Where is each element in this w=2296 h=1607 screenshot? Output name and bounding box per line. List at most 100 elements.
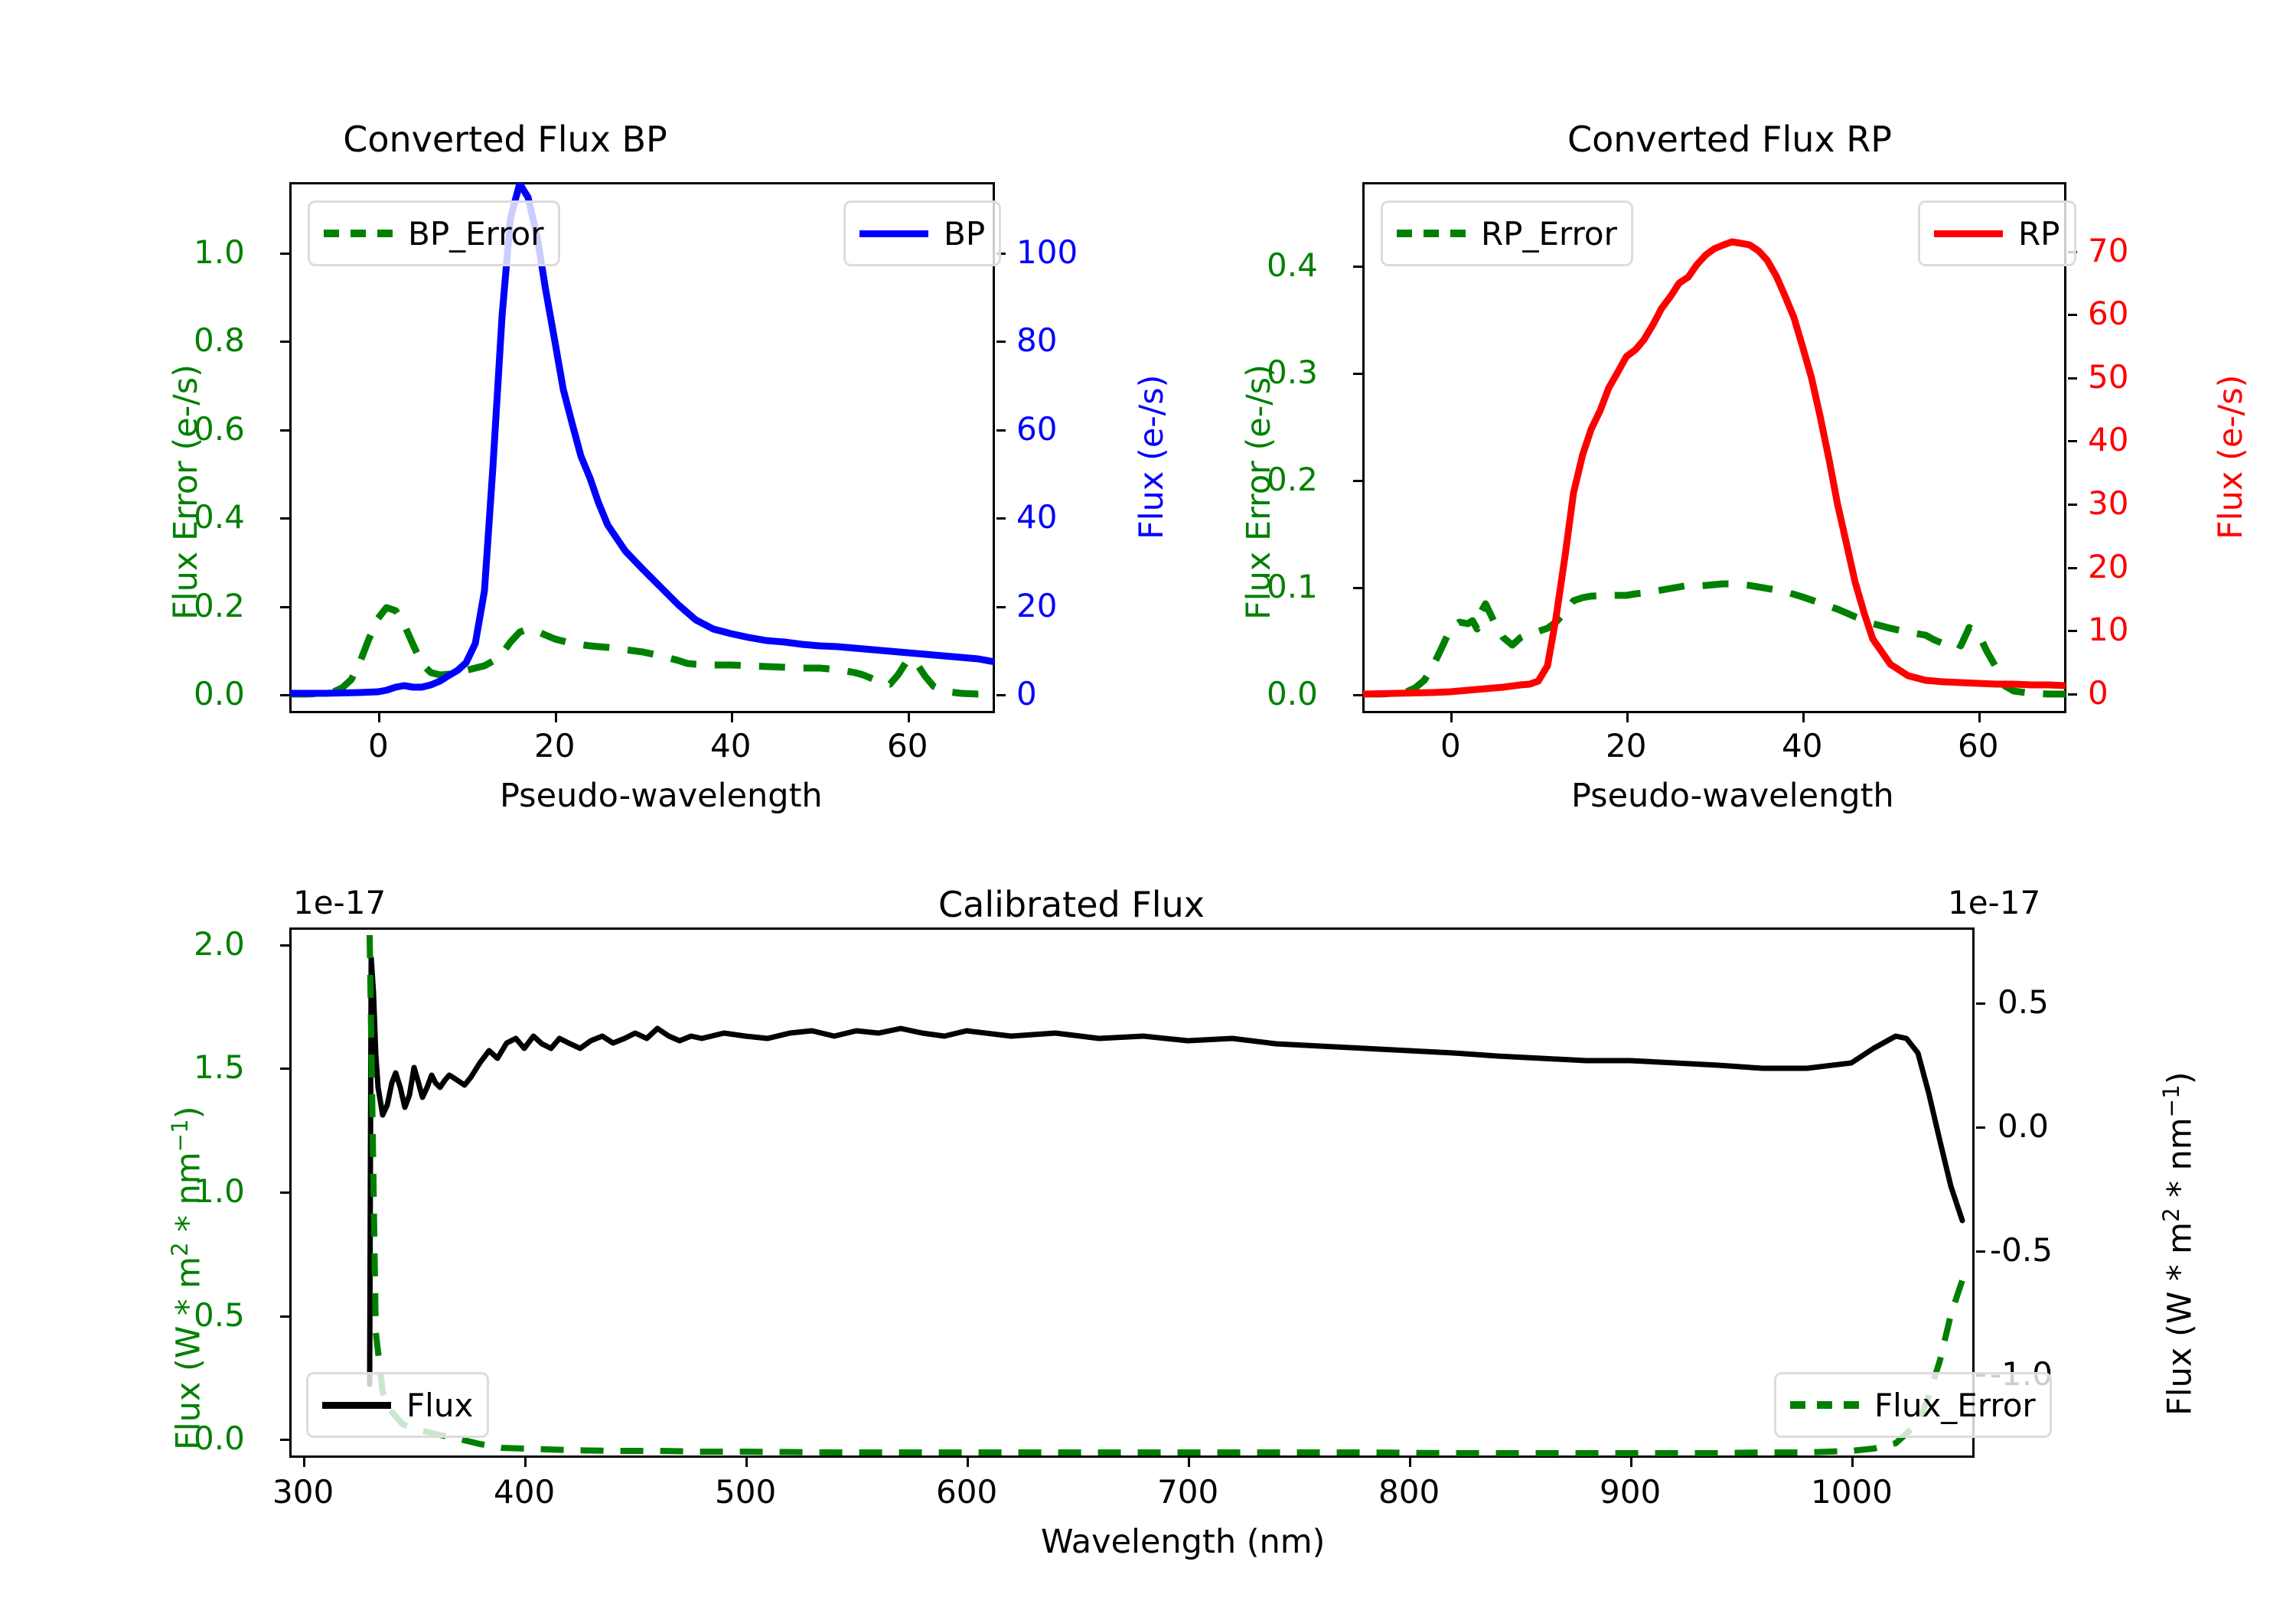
rp-flux-curve <box>1363 238 2066 698</box>
calibrated-legend-flux-error[interactable]: Flux_Error <box>1774 1372 2052 1438</box>
cal-xtick-label: 900 <box>1600 1473 1662 1511</box>
rp-ytick-mark <box>1353 587 1362 589</box>
rp-error-legend-swatch <box>1397 230 1466 237</box>
bp-panel-title: Converted Flux BP <box>343 119 667 160</box>
bp-legend-flux[interactable]: BP <box>843 200 1002 266</box>
bp-ytick-mark <box>280 341 289 343</box>
rp-ytick-mark <box>1353 694 1362 696</box>
bp-xtick-label: 40 <box>710 727 752 764</box>
cal-xtick-mark <box>967 1458 969 1467</box>
rp-ytick-right-mark <box>2068 314 2077 316</box>
cal-xtick-label: 1000 <box>1811 1473 1893 1511</box>
rp-ytick-right-mark <box>2068 630 2077 632</box>
bp-ytick-left-label: 0.6 <box>194 410 245 448</box>
cal-ytick-left-label: 2.0 <box>194 925 245 963</box>
bp-ytick-left-label: 0.8 <box>194 321 245 359</box>
rp-xtick-mark <box>1450 713 1453 722</box>
bp-ytick-right-mark <box>996 517 1006 520</box>
cal-xtick-mark <box>1409 1458 1411 1467</box>
rp-ytick-right-label: 10 <box>2088 611 2129 648</box>
rp-ytick-right-label: 70 <box>2088 232 2129 269</box>
calibrated-plot-curves <box>367 934 1965 1456</box>
rp-ytick-left-label: 0.1 <box>1267 568 1318 605</box>
rp-panel-title: Converted Flux RP <box>1567 119 1892 160</box>
bp-ytick-left-label: 0.4 <box>194 498 245 536</box>
rp-ytick-right-mark <box>2068 377 2077 380</box>
rp-flux-legend-label: RP <box>2018 214 2060 253</box>
rp-ytick-right-label: 0 <box>2088 674 2108 712</box>
bp-legend-error[interactable]: BP_Error <box>308 200 560 266</box>
cal-ytick-left-label: 0.5 <box>194 1296 245 1334</box>
cal-xtick-mark <box>1188 1458 1190 1467</box>
cal-xtick-mark <box>745 1458 748 1467</box>
rp-legend-flux[interactable]: RP <box>1918 200 2076 266</box>
bp-flux-legend-swatch <box>859 230 928 237</box>
calibrated-flux-error-legend-label: Flux_Error <box>1874 1386 2036 1424</box>
cal-xtick-label: 500 <box>715 1473 777 1511</box>
calibrated-axes-frame <box>289 927 1975 1458</box>
bp-xtick-label: 60 <box>887 727 928 764</box>
bp-ytick-right-mark <box>996 341 1006 343</box>
calibrated-legend-flux[interactable]: Flux <box>306 1372 490 1438</box>
cal-ytick-right-label: 0.0 <box>1998 1107 2049 1145</box>
bp-ytick-left-label: 0.0 <box>194 675 245 712</box>
calibrated-flux-legend-label: Flux <box>406 1386 474 1424</box>
bp-ytick-right-label: 80 <box>1016 321 1058 359</box>
rp-xtick-mark <box>1626 713 1629 722</box>
calibrated-left-offset-exponent: 1e-17 <box>293 884 386 921</box>
bp-xlabel: Pseudo-wavelength <box>500 777 823 815</box>
cal-xtick-label: 800 <box>1378 1473 1440 1511</box>
bp-ytick-mark <box>280 606 289 608</box>
rp-ytick-right-mark <box>2068 504 2077 506</box>
cal-ytick-left-label: 1.5 <box>194 1048 245 1086</box>
bp-ytick-right-mark <box>996 694 1006 696</box>
cal-ytick-left-label: 0.0 <box>194 1420 245 1457</box>
cal-ytick-right-mark <box>1976 1126 1985 1129</box>
rp-ytick-left-label: 0.2 <box>1267 461 1318 498</box>
rp-ytick-left-label: 0.0 <box>1267 675 1318 712</box>
bp-axes-frame <box>289 182 995 713</box>
cal-xtick-mark <box>1630 1458 1632 1467</box>
bp-xtick-mark <box>731 713 733 722</box>
rp-xtick-label: 20 <box>1606 727 1647 764</box>
calibrated-flux-legend-swatch <box>322 1401 391 1409</box>
bp-ytick-right-label: 0 <box>1016 675 1037 712</box>
bp-xtick-label: 0 <box>368 727 389 764</box>
calibrated-panel-title: Calibrated Flux <box>938 884 1205 925</box>
bp-ytick-mark <box>280 429 289 432</box>
cal-ytick-right-label: -0.5 <box>1990 1231 2053 1269</box>
cal-ytick-mark <box>280 1191 289 1194</box>
cal-xtick-mark <box>303 1458 305 1467</box>
rp-ytick-right-label: 20 <box>2088 548 2129 585</box>
rp-flux-legend-swatch <box>1934 230 2003 237</box>
cal-ytick-right-label: 0.5 <box>1998 983 2049 1021</box>
calibrated-xlabel: Wavelength (nm) <box>1041 1523 1326 1561</box>
cal-ytick-mark <box>280 1068 289 1070</box>
calibrated-flux-curve <box>367 955 1965 1387</box>
rp-ytick-mark <box>1353 373 1362 375</box>
rp-ytick-right-label: 60 <box>2088 295 2129 332</box>
cal-ytick-mark <box>280 1315 289 1318</box>
cal-ytick-mark <box>280 1439 289 1441</box>
bp-ytick-mark <box>280 517 289 520</box>
calibrated-flux-error-legend-swatch <box>1790 1401 1859 1409</box>
cal-ytick-right-mark <box>1976 1250 1985 1253</box>
bp-ytick-right-mark <box>996 429 1006 432</box>
cal-xtick-label: 400 <box>494 1473 556 1511</box>
rp-ytick-right-label: 50 <box>2088 358 2129 396</box>
rp-legend-error[interactable]: RP_Error <box>1381 200 1633 266</box>
panel-calibrated-flux: Calibrated Flux 1e-17 1e-17 2.0 1.5 1.0 … <box>0 811 2296 1607</box>
cal-ytick-mark <box>280 944 289 947</box>
rp-xtick-mark <box>1978 713 1981 722</box>
rp-ytick-left-label: 0.4 <box>1267 246 1318 284</box>
rp-ytick-right-mark <box>2068 440 2077 442</box>
bp-xtick-mark <box>555 713 557 722</box>
rp-ytick-mark <box>1353 480 1362 482</box>
bp-ytick-left-label: 0.2 <box>194 587 245 624</box>
calibrated-flux-error-curve <box>367 934 1965 1456</box>
bp-error-curve <box>290 604 994 698</box>
calibrated-right-offset-exponent: 1e-17 <box>1948 884 2041 921</box>
cal-xtick-label: 700 <box>1157 1473 1219 1511</box>
cal-xtick-label: 300 <box>272 1473 334 1511</box>
rp-plot-curves <box>1363 238 2066 698</box>
